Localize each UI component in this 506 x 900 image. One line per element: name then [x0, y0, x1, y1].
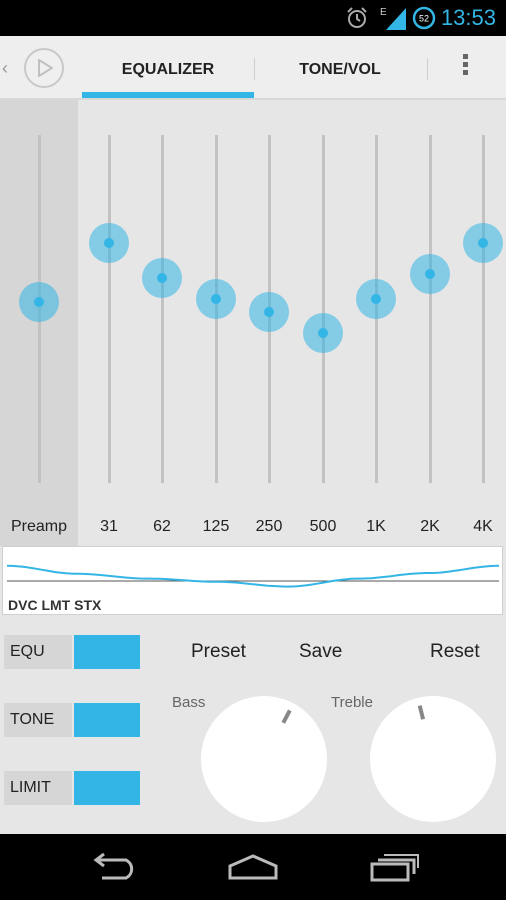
network-type: E	[380, 7, 387, 18]
bass-knob-indicator	[281, 709, 292, 724]
toggle-equ-switch[interactable]	[74, 635, 140, 669]
toggle-tone-label: TONE	[4, 703, 72, 737]
overflow-menu-icon[interactable]	[458, 54, 472, 84]
navigation-bar	[0, 834, 506, 900]
play-button[interactable]	[24, 48, 64, 88]
back-icon[interactable]	[88, 852, 138, 882]
active-tab-indicator	[82, 92, 254, 98]
toggle-equ-label: EQU	[4, 635, 72, 669]
treble-knob-indicator	[417, 705, 426, 720]
eq-band-label: 62	[153, 518, 171, 535]
eq-slider-knob-center	[104, 237, 114, 248]
eq-slider-knob-center	[157, 272, 167, 283]
eq-curve-line	[6, 564, 500, 588]
eq-slider-knob-center	[318, 328, 328, 339]
status-clock: 13:53	[440, 5, 496, 30]
eq-band-label: Preamp	[10, 518, 68, 535]
treble-knob[interactable]	[370, 696, 496, 822]
eq-band-500: 500	[296, 100, 350, 546]
eq-slider-knob[interactable]	[410, 254, 450, 295]
eq-band-62: 62	[135, 100, 189, 546]
home-icon[interactable]	[226, 852, 280, 882]
tab-tone-vol[interactable]: TONE/VOL	[299, 61, 381, 78]
equalizer-panel: Preamp 31 62 125 250 500 1K 2K 4K	[0, 100, 506, 546]
eq-band-label: 500	[309, 518, 337, 535]
eq-band-4k: 4K	[456, 100, 506, 546]
eq-slider-knob[interactable]	[356, 278, 396, 319]
action-bar: ‹ EQUALIZER TONE/VOL	[0, 36, 506, 100]
bass-knob[interactable]	[201, 696, 327, 822]
eq-slider-knob[interactable]	[19, 282, 59, 323]
battery-icon: 52	[412, 6, 436, 30]
eq-slider-knob[interactable]	[463, 222, 503, 263]
eq-band-250: 250	[242, 100, 296, 546]
eq-slider-track[interactable]	[160, 135, 164, 483]
save-button[interactable]: Save	[299, 641, 343, 662]
reset-button[interactable]: Reset	[430, 641, 480, 662]
preset-button[interactable]: Preset	[191, 641, 246, 662]
eq-slider-knob-center	[371, 293, 381, 304]
eq-slider-track[interactable]	[321, 135, 325, 483]
mode-flags-label: DVC LMT STX	[8, 597, 102, 613]
battery-level: 52	[419, 14, 429, 24]
toggle-tone[interactable]: TONE	[4, 703, 140, 737]
eq-band-125: 125	[189, 100, 243, 546]
eq-slider-knob-center	[264, 307, 274, 318]
treble-label: Treble	[331, 694, 373, 711]
eq-slider-knob[interactable]	[89, 222, 129, 263]
tab-equalizer[interactable]: EQUALIZER	[121, 61, 215, 78]
tab-divider	[254, 58, 255, 80]
eq-slider-knob[interactable]	[249, 292, 289, 333]
signal-strength-icon: E	[380, 7, 406, 30]
eq-band-label: 4K	[473, 518, 493, 535]
eq-slider-knob[interactable]	[303, 313, 343, 354]
eq-slider-knob-center	[478, 237, 488, 248]
eq-slider-track[interactable]	[481, 135, 485, 483]
toggle-limit-switch[interactable]	[74, 771, 140, 805]
eq-band-2k: 2K	[403, 100, 457, 546]
eq-band-label: 250	[255, 518, 283, 535]
eq-band-label: 31	[100, 518, 118, 535]
eq-slider-knob[interactable]	[142, 257, 182, 298]
eq-slider-knob-center	[211, 293, 221, 304]
eq-band-preamp: Preamp	[11, 100, 67, 546]
eq-band-label: 1K	[366, 518, 386, 535]
eq-band-label: 125	[202, 518, 230, 535]
eq-band-1k: 1K	[349, 100, 403, 546]
eq-curve-graph	[6, 564, 500, 588]
eq-band-label: 2K	[420, 518, 440, 535]
back-chevron-icon[interactable]: ‹	[2, 58, 8, 78]
toggle-limit[interactable]: LIMIT	[4, 771, 140, 805]
toggle-tone-switch[interactable]	[74, 703, 140, 737]
eq-curve-display: DVC LMT STX	[2, 546, 503, 615]
bass-label: Bass	[172, 694, 206, 711]
eq-band-31: 31	[82, 100, 136, 546]
recent-apps-icon[interactable]	[368, 852, 420, 882]
status-bar: E 52 13:53	[0, 0, 506, 36]
play-icon	[38, 59, 53, 77]
eq-slider-knob-center	[34, 297, 44, 308]
eq-slider-knob-center	[425, 269, 435, 280]
eq-slider-track[interactable]	[107, 135, 111, 483]
tab-divider	[427, 58, 428, 80]
toggle-equ[interactable]: EQU	[4, 635, 140, 669]
toggle-limit-label: LIMIT	[4, 771, 72, 805]
alarm-clock-icon	[347, 7, 367, 28]
eq-slider-track[interactable]	[428, 135, 432, 483]
eq-slider-knob[interactable]	[196, 278, 236, 319]
